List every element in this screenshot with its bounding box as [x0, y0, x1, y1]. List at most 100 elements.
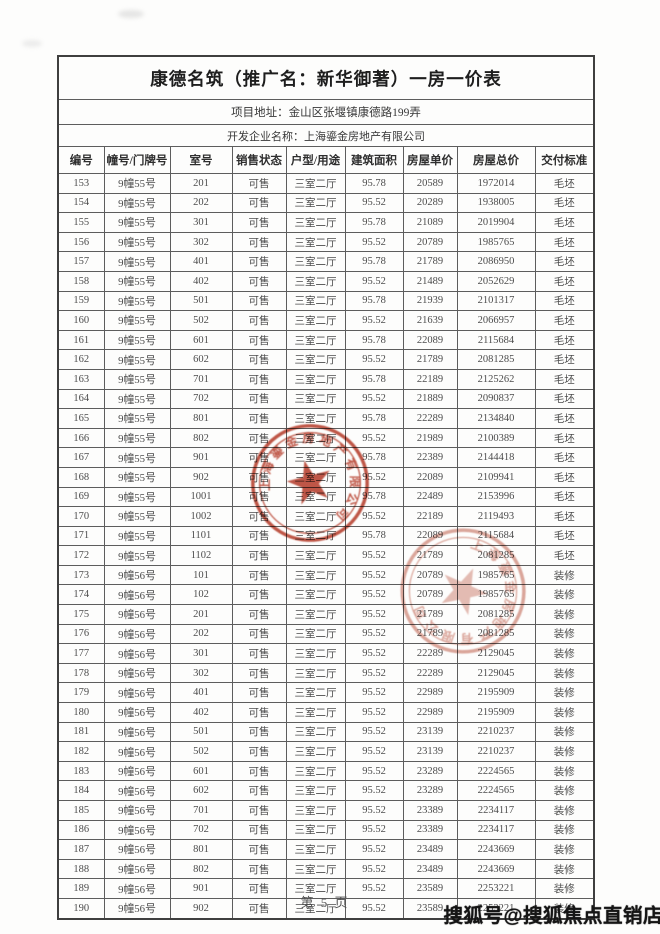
table-cell: 95.52 — [344, 270, 404, 292]
table-cell: 9幢56号 — [103, 839, 171, 860]
table-row: 159 9幢55号 501 可售 三室二厅 95.78 21939 2101317 毛坯 — [57, 290, 595, 312]
table-cell: 2234117 — [456, 819, 536, 841]
table-cell: 毛坯 — [534, 270, 595, 292]
table-cell: 9幢55号 — [103, 310, 171, 331]
table-cell: 9幢56号 — [103, 897, 171, 920]
table-row: 165 9幢55号 801 可售 三室二厅 95.78 22289 2134840 毛坯 — [57, 408, 595, 429]
table-cell: 2210237 — [456, 741, 536, 762]
table-cell: 22989 — [402, 682, 458, 704]
col-header-building: 幢号/门牌号 — [103, 146, 171, 174]
table-cell: 毛坯 — [534, 310, 595, 331]
table-row: 190 9幢56号 902 可售 三室二厅 95.52 23589 2253221 装修 — [57, 897, 595, 920]
table-cell: 95.52 — [344, 858, 404, 880]
table-cell: 三室二厅 — [285, 212, 346, 233]
col-header-delivery: 交付标准 — [534, 146, 595, 174]
table-row: 178 9幢56号 302 可售 三室二厅 95.52 22289 2129045 装修 — [57, 662, 595, 684]
table-cell: 9幢55号 — [103, 545, 171, 566]
table-cell: 401 — [169, 251, 233, 272]
table-cell: 158 — [57, 270, 105, 292]
project-address: 项目地址：金山区张堰镇康德路199弄 — [57, 99, 595, 125]
table-cell: 601 — [169, 760, 233, 782]
col-header-area: 建筑面积 — [344, 146, 404, 174]
table-cell: 95.52 — [344, 780, 404, 801]
table-cell: 95.52 — [344, 800, 404, 821]
table-cell: 9幢56号 — [103, 800, 171, 821]
table-cell: 95.52 — [344, 564, 404, 586]
table-cell: 可售 — [231, 662, 287, 684]
table-cell: 9幢55号 — [103, 525, 171, 547]
table-cell: 23389 — [402, 819, 458, 841]
table-cell: 9幢56号 — [103, 662, 171, 684]
table-cell: 毛坯 — [534, 388, 595, 410]
table-cell: 三室二厅 — [285, 721, 346, 743]
page-number: 第 5 页 — [300, 895, 350, 910]
table-cell: 9幢56号 — [103, 858, 171, 880]
table-cell: 154 — [57, 192, 105, 214]
table-cell: 可售 — [231, 839, 287, 860]
table-cell: 装修 — [534, 623, 595, 645]
table-row: 169 9幢55号 1001 可售 三室二厅 95.78 22489 2153996 毛坯 — [57, 486, 595, 508]
table-cell: 21789 — [402, 349, 458, 370]
table-cell: 毛坯 — [534, 466, 595, 488]
project-address-row: 项目地址：金山区张堰镇康德路199弄 — [57, 99, 595, 125]
table-cell: 毛坯 — [534, 427, 595, 449]
table-cell: 801 — [169, 408, 233, 429]
table-cell: 三室二厅 — [285, 682, 346, 704]
table-cell: 1002 — [169, 506, 233, 527]
table-cell: 9幢56号 — [103, 564, 171, 586]
table-cell: 160 — [57, 310, 105, 331]
table-cell: 毛坯 — [534, 231, 595, 253]
table-cell: 168 — [57, 466, 105, 488]
table-cell: 175 — [57, 604, 105, 625]
table-cell: 毛坯 — [534, 329, 595, 351]
table-cell: 187 — [57, 839, 105, 860]
table-cell: 2129045 — [456, 662, 536, 684]
table-cell: 22089 — [402, 329, 458, 351]
table-row: 185 9幢56号 701 可售 三室二厅 95.52 23389 2234117 装修 — [57, 800, 595, 821]
table-cell: 毛坯 — [534, 408, 595, 429]
table-cell: 22489 — [402, 486, 458, 508]
table-cell: 301 — [169, 643, 233, 664]
table-cell: 21989 — [402, 427, 458, 449]
table-cell: 173 — [57, 564, 105, 586]
table-cell: 166 — [57, 427, 105, 449]
table-cell: 1985765 — [456, 231, 536, 253]
table-row: 181 9幢56号 501 可售 三室二厅 95.52 23139 2210237 装修 — [57, 721, 595, 743]
table-cell: 182 — [57, 741, 105, 762]
table-cell: 可售 — [231, 800, 287, 821]
table-row: 182 9幢56号 502 可售 三室二厅 95.52 23139 2210237 装修 — [57, 741, 595, 762]
table-cell: 185 — [57, 800, 105, 821]
table-row: 161 9幢55号 601 可售 三室二厅 95.78 22089 2115684 毛坯 — [57, 329, 595, 351]
table-cell: 155 — [57, 212, 105, 233]
table-cell: 2224565 — [456, 760, 536, 782]
table-cell: 可售 — [231, 310, 287, 331]
table-cell: 95.52 — [344, 897, 404, 920]
table-cell: 三室二厅 — [285, 310, 346, 331]
table-cell: 2115684 — [456, 329, 536, 351]
table-cell: 95.52 — [344, 192, 404, 214]
table-cell: 161 — [57, 329, 105, 351]
table-cell: 174 — [57, 584, 105, 606]
table-cell: 23489 — [402, 839, 458, 860]
table-cell: 三室二厅 — [285, 702, 346, 723]
table-row: 158 9幢55号 402 可售 三室二厅 95.52 21489 2052629 毛坯 — [57, 270, 595, 292]
table-cell: 23289 — [402, 780, 458, 801]
table-cell: 23589 — [402, 897, 458, 920]
table-cell: 三室二厅 — [285, 780, 346, 801]
table-cell: 95.52 — [344, 721, 404, 743]
table-cell: 可售 — [231, 290, 287, 312]
table-cell: 可售 — [231, 329, 287, 351]
table-cell: 9幢55号 — [103, 251, 171, 272]
table-cell: 165 — [57, 408, 105, 429]
table-cell: 20589 — [402, 173, 458, 194]
table-cell: 可售 — [231, 564, 287, 586]
table-cell: 2243669 — [456, 858, 536, 880]
sohu-watermark: 搜狐号@搜狐焦点直销店 — [443, 905, 660, 927]
table-cell: 9幢56号 — [103, 584, 171, 606]
table-cell: 1102 — [169, 545, 233, 566]
table-cell: 2081285 — [456, 349, 536, 370]
table-cell: 可售 — [231, 270, 287, 292]
table-cell: 装修 — [534, 760, 595, 782]
table-cell: 164 — [57, 388, 105, 410]
table-row: 177 9幢56号 301 可售 三室二厅 95.52 22289 2129045 装修 — [57, 643, 595, 664]
